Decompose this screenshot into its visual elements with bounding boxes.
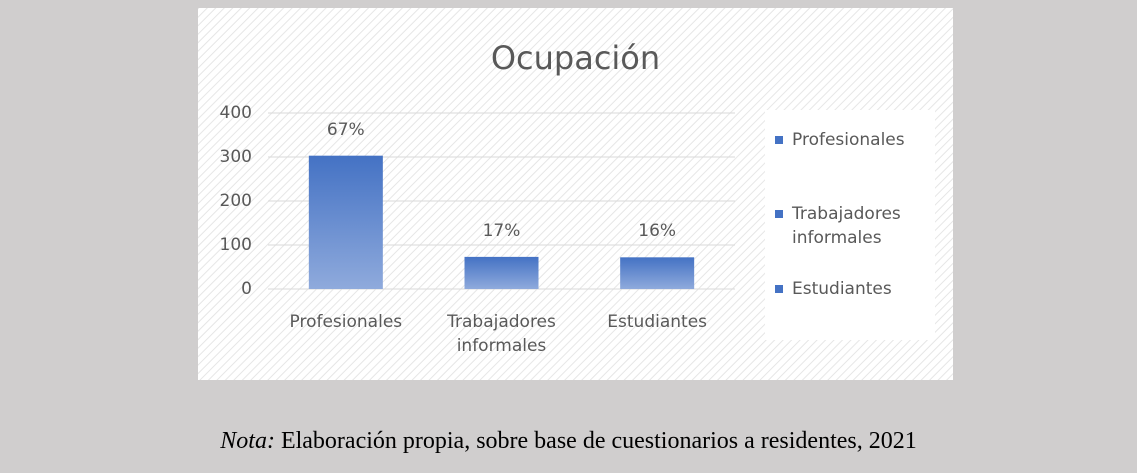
data-label: 16% <box>638 221 677 242</box>
legend-box <box>765 110 935 340</box>
bar <box>620 257 695 289</box>
bar <box>464 256 539 289</box>
x-tick-label: Estudiantes <box>607 312 708 332</box>
y-tick-label: 0 <box>241 279 252 299</box>
y-tick-label: 400 <box>219 103 252 123</box>
note-label: Nota: <box>220 428 275 454</box>
x-tick-label: Profesionales <box>289 312 403 332</box>
chart-area: Ocupación 0 100 200 300 400 Profesionales 67% P… <box>198 8 953 380</box>
note-text: Elaboración propia, sobre base de cuesti… <box>280 428 917 454</box>
x-tick-label: Trabajadores informales <box>447 312 556 356</box>
legend-label: Trabajadores informales <box>792 204 901 248</box>
legend-label: Estudiantes <box>792 279 892 299</box>
legend-marker <box>775 285 783 293</box>
chart-title: Ocupación <box>490 39 661 77</box>
data-label: 67% <box>326 119 365 140</box>
legend-label: Profesionales <box>792 130 905 150</box>
note: Nota: Elaboración propia, sobre base de … <box>0 428 1137 455</box>
data-label: 17% <box>482 220 521 241</box>
legend-marker <box>775 210 783 218</box>
y-tick-label: 100 <box>219 235 252 255</box>
y-tick-label: 200 <box>219 191 252 211</box>
legend-marker <box>775 136 783 144</box>
y-tick-label: 300 <box>219 147 252 167</box>
chart <box>198 8 953 380</box>
bar <box>308 155 383 289</box>
